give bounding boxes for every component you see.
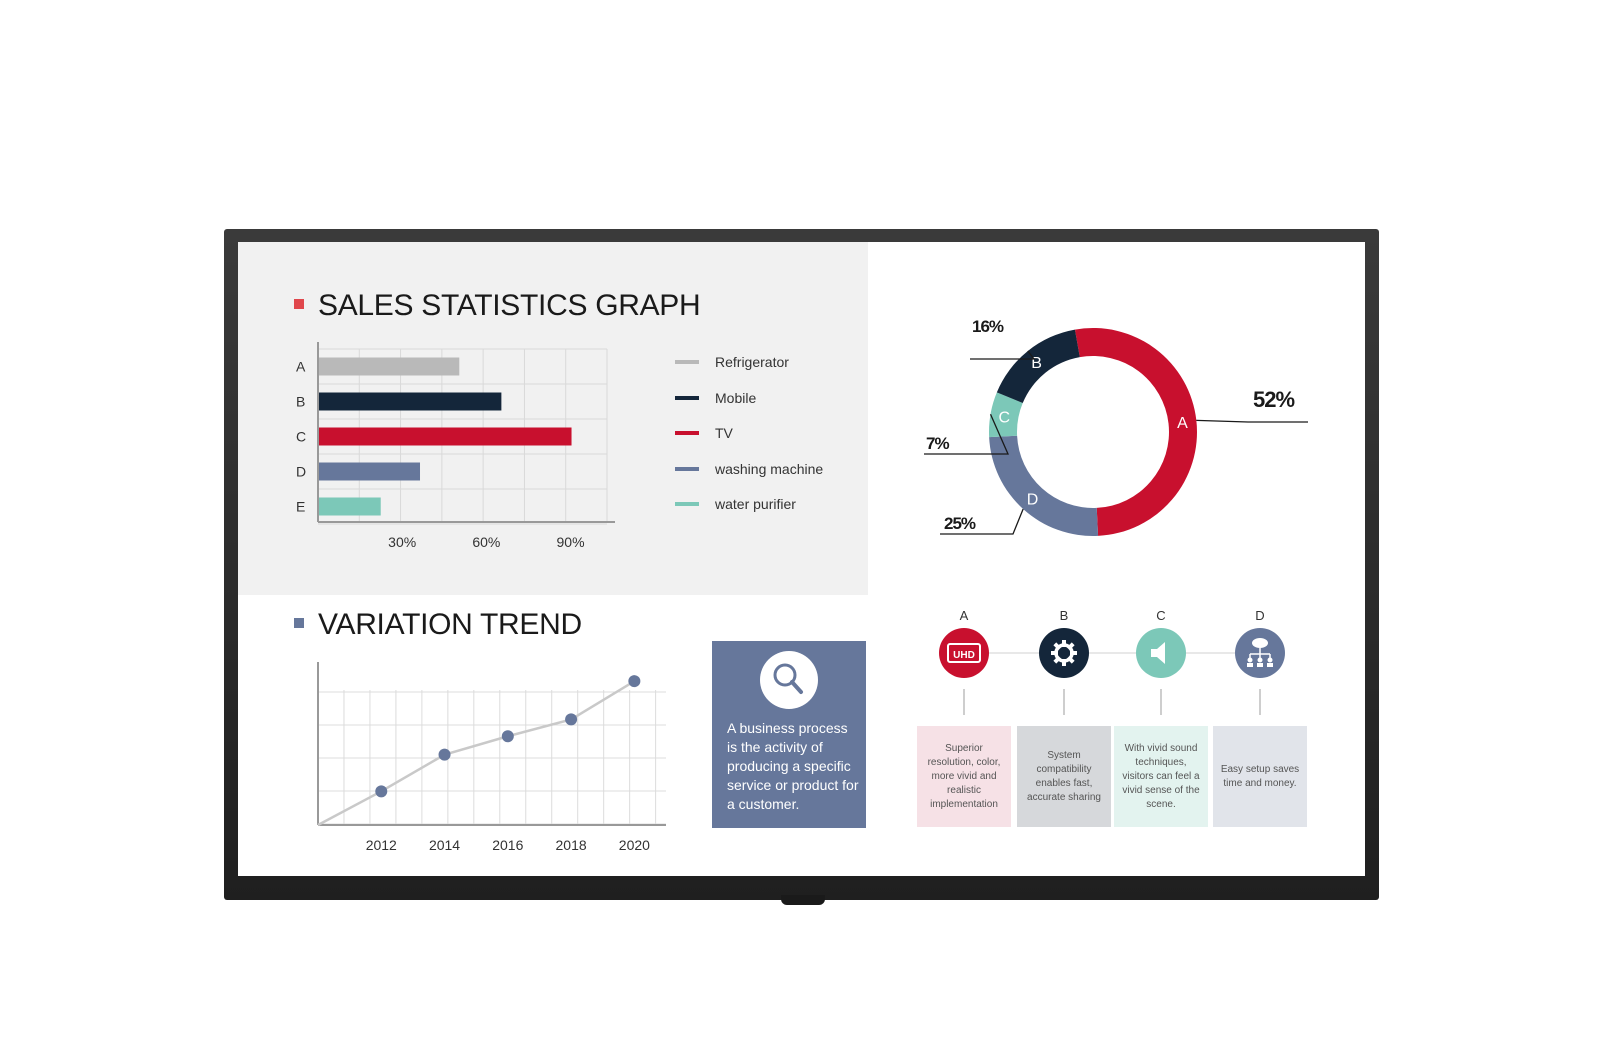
line-x-tick-label: 2018 [556, 837, 587, 853]
line-chart: 2012 2014 2016 2018 2020 [317, 662, 666, 853]
trend-line [317, 680, 636, 827]
line-x-tick-label: 2016 [492, 837, 523, 853]
feature-card: Superior resolution, color, more vivid a… [917, 726, 1011, 827]
sales-title: SALES STATISTICS GRAPH [294, 289, 701, 323]
bar-category-label: A [296, 359, 306, 375]
legend-label: Refrigerator [715, 354, 789, 370]
speaker-icon [1136, 628, 1186, 678]
donut-percent-label: 25% [944, 514, 976, 533]
bar-d [319, 462, 421, 481]
donut-percent-label: 16% [972, 317, 1004, 336]
bar-category-label: E [296, 499, 305, 515]
info-box: A business process is the activity of pr… [712, 641, 866, 828]
line-x-tick-label: 2020 [619, 837, 650, 853]
line-x-tick-label: 2012 [366, 837, 397, 853]
donut-slice-d [989, 435, 1099, 536]
brand-logo: LG [238, 875, 1365, 876]
feature-card-text: Superior resolution, color, more vivid a… [927, 742, 1001, 810]
donut-slice-b [996, 329, 1080, 404]
bar-category-label: D [296, 464, 306, 480]
feature-letter: B [1059, 608, 1069, 623]
bar-e [319, 497, 381, 516]
feature-card-text: Easy setup saves time and money. [1220, 763, 1300, 789]
legend-swatch [675, 360, 699, 364]
donut-slice-letter: B [1031, 355, 1042, 372]
sales-title-text: SALES STATISTICS GRAPH [318, 289, 701, 322]
legend-swatch [675, 431, 699, 435]
bar-x-tick-label: 60% [472, 534, 500, 550]
display-bezel: SALES STATISTICS GRAPH A B C D E 30% 60% 90% Re… [224, 229, 1379, 900]
display-stand [781, 895, 825, 905]
bar-a [319, 357, 460, 376]
legend-swatch [675, 395, 699, 400]
donut-leader-line [970, 350, 1036, 360]
donut-slice-letter: D [1027, 492, 1039, 509]
trend-point [501, 730, 514, 743]
bar-x-tick-label: 30% [388, 534, 416, 550]
legend-item: Mobile [675, 388, 895, 408]
magnifier-icon [760, 651, 818, 709]
donut-slice-letter: A [1177, 415, 1188, 432]
trend-point [628, 675, 641, 688]
gear-icon [1039, 628, 1089, 678]
donut-chart: A 52% D 25% C 7% B 16% [924, 317, 1308, 536]
bar-category-label: B [296, 394, 305, 410]
display-screen: SALES STATISTICS GRAPH A B C D E 30% 60% 90% Re… [238, 242, 1365, 876]
donut-leader-line [924, 414, 1009, 455]
bar-chart: A B C D E 30% 60% 90% [296, 342, 615, 550]
trend-point [438, 748, 451, 761]
feature-card: System compatibility enables fast, accur… [1017, 726, 1111, 827]
sales-title-marker [294, 299, 304, 309]
feature-card-text: System compatibility enables fast, accur… [1027, 749, 1101, 803]
feature-connectors [963, 652, 1261, 715]
legend-item: TV [675, 423, 895, 443]
legend-swatch [675, 466, 699, 471]
legend-item: washing machine [675, 459, 895, 479]
feature-icon-label: UHD [953, 650, 975, 661]
trend-title-text: VARIATION TREND [318, 608, 582, 641]
legend-label: water purifier [715, 496, 796, 512]
bar-c [319, 427, 572, 446]
trend-title-marker [294, 618, 304, 628]
feature-letter: C [1156, 608, 1166, 623]
trend-point [375, 785, 388, 798]
bar-b [319, 392, 502, 411]
info-box-text: A business process is the activity of pr… [727, 720, 859, 812]
feature-letter: D [1255, 608, 1265, 623]
uhd-icon: UHD [939, 628, 989, 678]
donut-leader-line [1196, 419, 1308, 423]
donut-slice-c [989, 392, 1023, 438]
bar-category-label: C [296, 429, 306, 445]
legend-label: Mobile [715, 389, 757, 406]
legend-label: TV [715, 425, 733, 441]
trend-point [565, 713, 578, 726]
feature-letter: A [959, 608, 969, 623]
legend-item: water purifier [675, 494, 895, 514]
donut-percent-label: 52% [1253, 387, 1294, 412]
trend-title: VARIATION TREND [294, 608, 582, 642]
donut-percent-label: 7% [926, 434, 949, 453]
feature-card: With vivid sound techniques, visitors ca… [1114, 726, 1208, 827]
legend-label: washing machine [715, 460, 824, 477]
feature-card: Easy setup saves time and money. [1213, 726, 1307, 827]
bar-x-tick-label: 90% [557, 534, 585, 550]
donut-leader-line [940, 508, 1024, 535]
feature-card-text: With vivid sound techniques, visitors ca… [1122, 742, 1200, 810]
legend-item: Refrigerator [675, 352, 895, 372]
line-x-tick-label: 2014 [429, 837, 460, 853]
legend-swatch [675, 502, 699, 506]
donut-slice-letter: C [999, 410, 1011, 427]
donut-slice-a [1074, 328, 1197, 536]
network-cloud-icon [1235, 628, 1285, 678]
